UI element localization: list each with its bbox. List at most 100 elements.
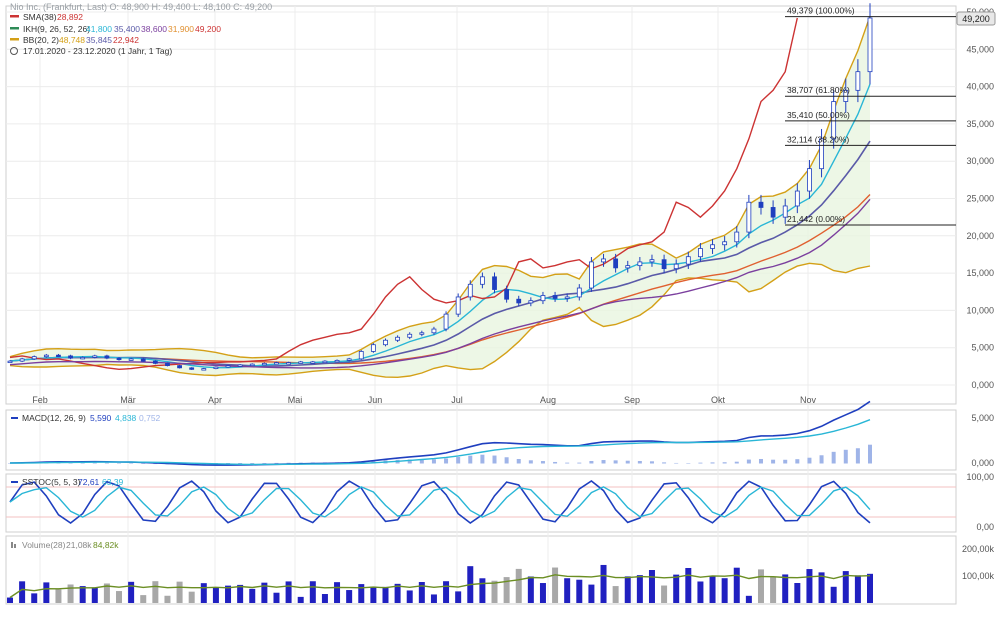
candle-body xyxy=(782,205,788,218)
volume-bar xyxy=(806,569,813,603)
macd-hist-bar xyxy=(431,459,436,464)
macd-hist-bar xyxy=(456,457,461,464)
volume-bar xyxy=(443,581,450,603)
stoch-d-line xyxy=(9,486,871,518)
candle-body xyxy=(492,276,497,290)
macd-hist-bar xyxy=(686,463,691,464)
ikh-tenkan-line xyxy=(9,83,871,369)
fib-level-label: 32,114 (38.20%) xyxy=(787,134,849,144)
macd-hist-bar xyxy=(480,454,485,464)
indicator-lines xyxy=(9,15,871,379)
stoch-lines xyxy=(6,480,956,524)
volume-tick-label: 200,00k xyxy=(962,544,995,554)
volume-bar xyxy=(515,568,522,603)
volume-bar xyxy=(636,575,643,603)
volume-bar xyxy=(830,586,837,603)
candle-body xyxy=(407,333,413,338)
month-label: Feb xyxy=(32,395,48,405)
volume-bar xyxy=(697,581,704,603)
fib-level-label: 49,379 (100.00%) xyxy=(787,6,855,16)
volume-bar xyxy=(212,587,219,603)
candle-body xyxy=(419,332,425,335)
candle-body xyxy=(673,263,679,270)
candle-body xyxy=(746,201,752,233)
price-tick-label: 40,000 xyxy=(966,82,994,92)
volume-bar xyxy=(67,584,74,603)
macd-legend-swatch xyxy=(11,417,18,419)
volume-bars xyxy=(7,564,873,603)
sma-legend-label: SMA(38) xyxy=(23,12,57,22)
candle-body xyxy=(43,354,49,358)
volume-bar xyxy=(382,586,389,603)
macd-hist-bar xyxy=(274,462,279,464)
candle-body xyxy=(177,365,182,369)
candle-body xyxy=(128,358,134,361)
macd-hist-bar xyxy=(468,455,473,464)
stoch-tick-label: 0,00 xyxy=(976,522,994,532)
volume-bar xyxy=(757,569,764,603)
candle-body xyxy=(552,295,558,299)
last-price-badge xyxy=(956,11,996,26)
volume-bar xyxy=(527,576,534,603)
candle-body xyxy=(261,362,267,366)
macd-hist-bar xyxy=(92,462,97,464)
candle-body xyxy=(516,298,522,304)
macd-hist-bar xyxy=(649,461,654,464)
price-tick-label: 45,000 xyxy=(966,44,994,54)
candle-body xyxy=(92,355,98,358)
volume-bar xyxy=(334,582,341,603)
macd-hist-bar xyxy=(698,462,703,464)
volume-bar xyxy=(624,576,631,603)
stoch-legend-swatch xyxy=(11,481,18,483)
volume-bar xyxy=(188,591,195,603)
stoch-tick-label: 100,00 xyxy=(966,472,994,482)
volume-bar xyxy=(152,581,159,603)
macd-tick-label: 5,000 xyxy=(971,413,994,423)
sma-legend-swatch xyxy=(10,15,19,18)
macd-hist-bar xyxy=(238,463,243,465)
volume-bar xyxy=(321,594,328,603)
volume-legend-icon xyxy=(11,542,13,548)
macd-hist-bar xyxy=(819,455,824,464)
macd-legend-value-1: 5,590 xyxy=(90,413,112,423)
volume-bar xyxy=(818,572,825,603)
candle-body xyxy=(504,289,510,300)
volume-bar xyxy=(370,586,377,603)
candle-body xyxy=(794,190,800,207)
macd-hist-bar xyxy=(444,458,449,464)
macd-lines xyxy=(8,400,872,466)
candle-body xyxy=(56,354,61,358)
macd-hist-bar xyxy=(855,448,860,464)
macd-hist-bar xyxy=(553,461,558,464)
ikh-legend-value-1: 41,800 xyxy=(86,24,112,34)
ichimoku-cloud xyxy=(10,16,870,378)
month-label: Mär xyxy=(120,395,136,405)
macd-legend-value-3: 0,752 xyxy=(139,413,161,423)
candle-body xyxy=(722,241,728,246)
candle-body xyxy=(322,360,328,364)
volume-bar xyxy=(285,581,292,603)
volume-bar xyxy=(297,596,304,603)
candle-body xyxy=(346,358,352,361)
candle-body xyxy=(395,336,401,341)
macd-hist-bar xyxy=(746,459,751,464)
macd-hist-bar xyxy=(613,460,618,464)
candle-body xyxy=(698,248,703,258)
volume-bar xyxy=(612,586,619,603)
macd-legend-value-2: 4,838 xyxy=(115,413,137,423)
volume-bar xyxy=(103,583,110,603)
volume-bar xyxy=(709,576,716,603)
volume-bar xyxy=(79,586,86,603)
stoch-legend-label: SSTOC(5, 5, 3) xyxy=(22,477,81,487)
bb-legend-value-2: 35,845 xyxy=(86,35,112,45)
candle-body xyxy=(31,356,37,360)
chart-title: Nio Inc. (Frankfurt, Last) O: 48,900 H: … xyxy=(10,2,272,12)
volume-bar xyxy=(394,583,401,603)
volume-bar xyxy=(685,567,692,603)
macd-hist-bar xyxy=(758,458,763,464)
macd-hist-bar xyxy=(662,462,667,464)
candle-body xyxy=(140,358,146,362)
volume-bar xyxy=(31,593,38,603)
price-tick-label: 5,000 xyxy=(971,343,994,353)
price-tick-label: 0,000 xyxy=(971,380,994,390)
